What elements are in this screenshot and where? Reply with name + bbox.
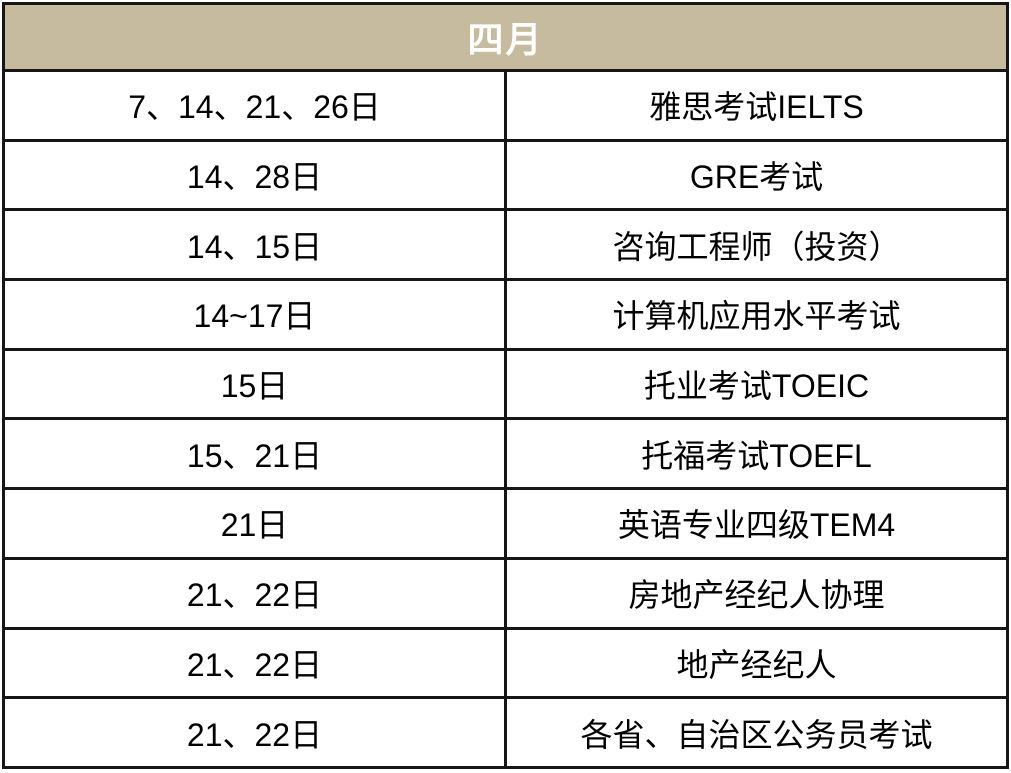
- month-header: 四月: [2, 2, 1009, 72]
- table-row: 21、22日 各省、自治区公务员考试: [2, 696, 1009, 769]
- exam-name: 托业考试TOEIC: [504, 347, 1009, 421]
- exam-name: 各省、自治区公务员考试: [504, 696, 1009, 769]
- table-row: 14~17日 计算机应用水平考试: [2, 278, 1009, 351]
- exam-dates: 14~17日: [2, 278, 507, 351]
- exam-dates: 21、22日: [2, 696, 507, 769]
- table-row: 7、14、21、26日 雅思考试IELTS: [2, 69, 1009, 142]
- exam-name: 雅思考试IELTS: [504, 69, 1009, 142]
- exam-dates: 14、28日: [2, 138, 507, 212]
- exam-dates: 15日: [2, 347, 507, 421]
- exam-name: 托福考试TOEFL: [504, 417, 1009, 491]
- exam-dates: 14、15日: [2, 208, 507, 282]
- exam-name: GRE考试: [504, 138, 1009, 212]
- exam-dates: 21日: [2, 487, 507, 560]
- table-row: 15、21日 托福考试TOEFL: [2, 417, 1009, 491]
- table-header-row: 四月: [2, 2, 1009, 72]
- exam-name: 英语专业四级TEM4: [504, 487, 1009, 560]
- exam-dates: 21、22日: [2, 626, 507, 700]
- table-row: 14、28日 GRE考试: [2, 138, 1009, 212]
- exam-dates: 21、22日: [2, 556, 507, 630]
- exam-name: 地产经纪人: [504, 626, 1009, 700]
- table-row: 21日 英语专业四级TEM4: [2, 487, 1009, 560]
- exam-dates: 7、14、21、26日: [2, 69, 507, 142]
- table-row: 21、22日 地产经纪人: [2, 626, 1009, 700]
- table-row: 14、15日 咨询工程师（投资）: [2, 208, 1009, 282]
- exam-dates: 15、21日: [2, 417, 507, 491]
- table-row: 21、22日 房地产经纪人协理: [2, 556, 1009, 630]
- table-row: 15日 托业考试TOEIC: [2, 347, 1009, 421]
- exam-name: 计算机应用水平考试: [504, 278, 1009, 351]
- exam-name: 房地产经纪人协理: [504, 556, 1009, 630]
- exam-name: 咨询工程师（投资）: [504, 208, 1009, 282]
